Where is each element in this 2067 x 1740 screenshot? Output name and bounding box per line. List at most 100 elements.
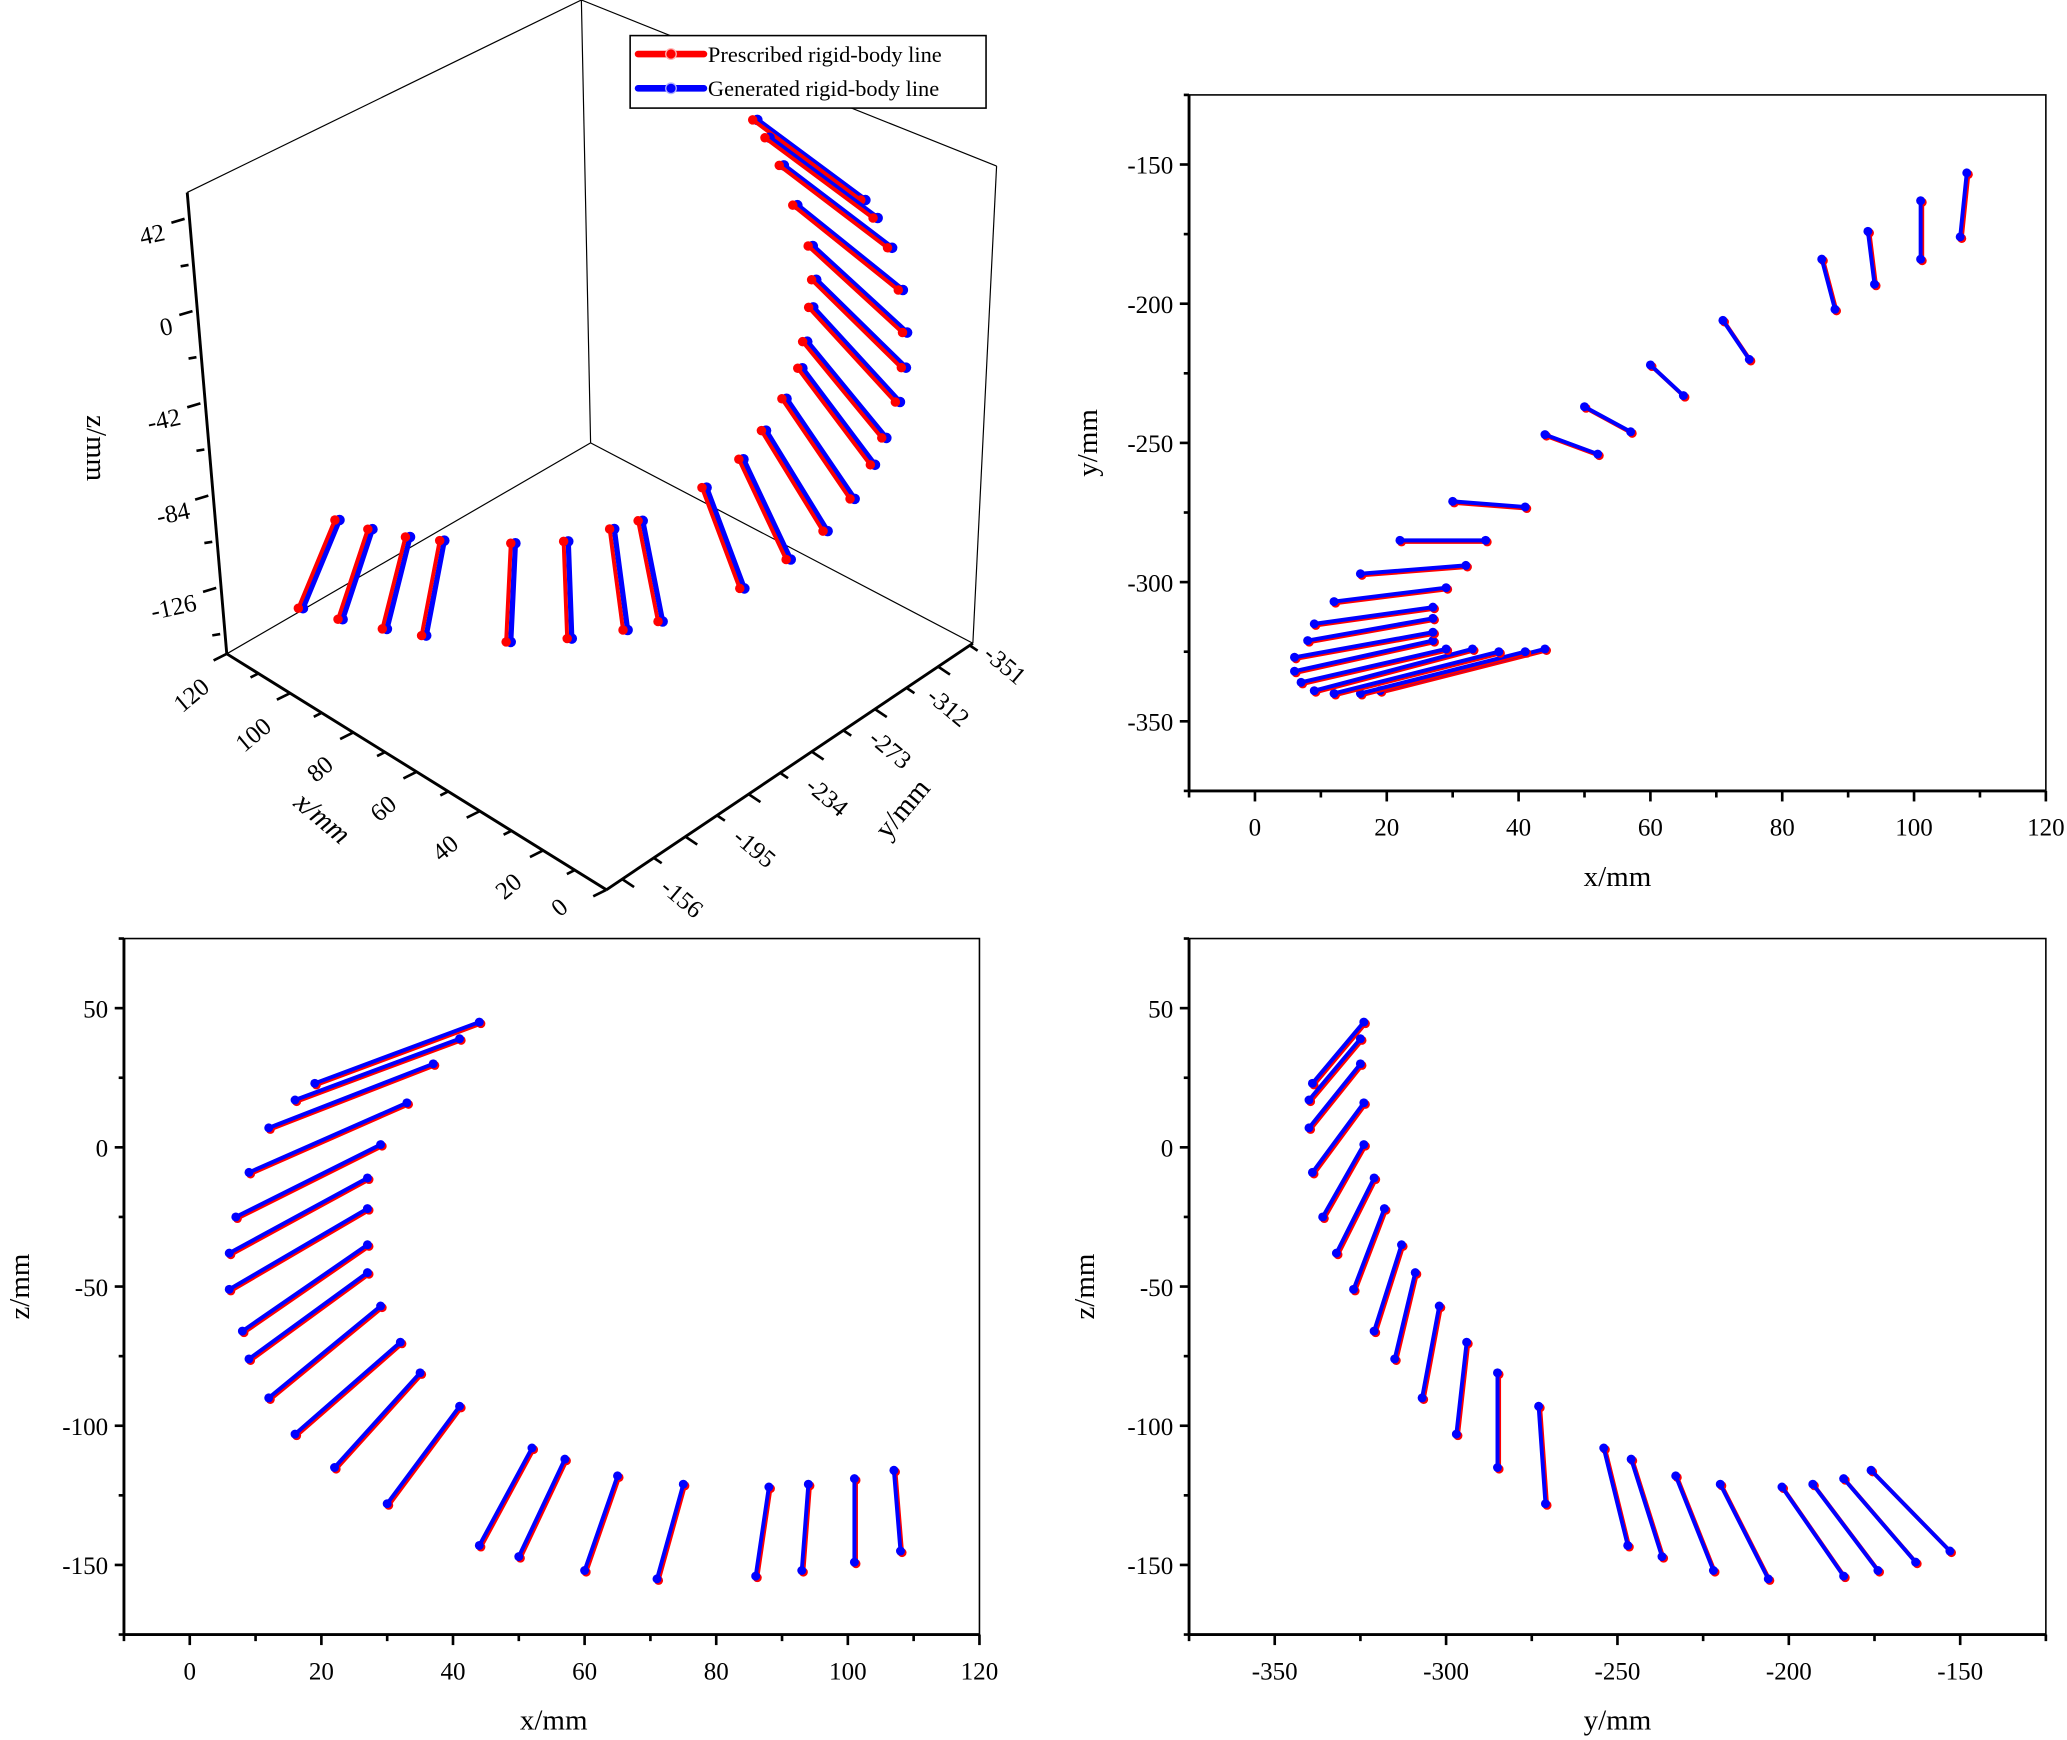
xz-segments bbox=[224, 1017, 907, 1585]
generated-segment-endpoint bbox=[244, 1167, 254, 1177]
generated-segment-endpoint bbox=[1863, 226, 1873, 236]
yz-segments bbox=[1304, 1017, 1956, 1585]
generated-segment-line bbox=[227, 1175, 370, 1256]
generated-segment-line bbox=[247, 1100, 409, 1175]
generated-segment-endpoint bbox=[1744, 354, 1754, 364]
generated-segment bbox=[244, 1268, 372, 1364]
generated-segment-endpoint bbox=[1395, 535, 1405, 545]
generated-segment bbox=[1540, 430, 1603, 459]
generated-segment-endpoint bbox=[290, 1095, 300, 1105]
generated-segment bbox=[1916, 196, 1926, 264]
prescribed-segment-3d bbox=[803, 302, 901, 407]
prescribed-segment-3d bbox=[558, 536, 572, 644]
generated-segment-line bbox=[1358, 563, 1468, 576]
prescribed-segment-3d-line bbox=[699, 485, 742, 591]
generated-segment-endpoint bbox=[362, 1173, 372, 1183]
prescribed-segment-line bbox=[248, 1102, 411, 1176]
generated-segment-line bbox=[1320, 1142, 1366, 1219]
prescribed-segment-3d-line bbox=[800, 339, 884, 440]
generated-segment-line bbox=[312, 1020, 482, 1086]
x-tick-label: 40 bbox=[1506, 815, 1531, 842]
generated-segment-line bbox=[655, 1482, 686, 1581]
3d-ticks bbox=[171, 217, 979, 898]
x-tick-label: 80 bbox=[302, 751, 339, 788]
generated-segment-endpoint bbox=[474, 1017, 484, 1027]
z-tick-label: 50 bbox=[1148, 996, 1173, 1023]
legend-item-generated: Generated rigid-body line bbox=[634, 76, 939, 101]
legend-marker-red bbox=[665, 48, 677, 60]
plot-xz: 0 20 40 60 80 100 120 50 0 -50 -100 -150… bbox=[4, 937, 998, 1736]
generated-segment-endpoint bbox=[382, 1499, 392, 1509]
prescribed-segment-3d-line bbox=[809, 277, 904, 370]
z-tick-labels: 50 0 -50 -100 -150 bbox=[1127, 996, 1173, 1580]
generated-segment bbox=[1448, 496, 1530, 512]
prescribed-segment-line bbox=[228, 1177, 372, 1257]
x-major-tick bbox=[213, 652, 228, 662]
generated-segment-endpoint bbox=[514, 1552, 524, 1562]
generated-segment-endpoint bbox=[1309, 619, 1319, 629]
prescribed-segment-line bbox=[1322, 1144, 1368, 1221]
generated-segment-line bbox=[1601, 1446, 1630, 1548]
z-axis-title: z/mm bbox=[80, 415, 112, 481]
y-minor-tick bbox=[968, 644, 979, 652]
y-tick-label: -200 bbox=[1127, 292, 1173, 319]
generated-segment-line bbox=[1299, 646, 1449, 685]
x-tick-label: 40 bbox=[427, 830, 464, 867]
y-minor-tick bbox=[842, 729, 852, 737]
generated-segment bbox=[514, 1454, 570, 1562]
generated-segment-line bbox=[1312, 646, 1475, 693]
generated-segment-endpoint bbox=[1309, 686, 1319, 696]
generated-segment-endpoint bbox=[1808, 1479, 1818, 1489]
y-axis-title: y/mm bbox=[1072, 409, 1104, 477]
legend-label-generated: Generated rigid-body line bbox=[708, 76, 939, 101]
prescribed-segment-3d bbox=[806, 274, 907, 373]
generated-segment-endpoint bbox=[1839, 1571, 1849, 1581]
prescribed-segment-3d-endpoint bbox=[777, 393, 787, 404]
prescribed-segment-3d bbox=[604, 524, 628, 635]
generated-segment bbox=[1671, 1471, 1718, 1575]
generated-segment-endpoint bbox=[264, 1393, 274, 1403]
prescribed-segment-3d-endpoint bbox=[506, 538, 516, 549]
prescribed-segment-3d-endpoint bbox=[893, 285, 904, 295]
generated-segment-endpoint bbox=[1540, 644, 1550, 654]
prescribed-segment-3d bbox=[416, 535, 445, 641]
generated-segment-endpoint bbox=[849, 1474, 859, 1484]
generated-segment bbox=[889, 1465, 905, 1556]
x-tick-label: 120 bbox=[2027, 815, 2065, 842]
x-major-tick bbox=[592, 888, 607, 898]
prescribed-segment-3d bbox=[788, 200, 904, 295]
z-tick-label: -42 bbox=[145, 404, 183, 437]
prescribed-segment-3d-line bbox=[795, 366, 873, 467]
generated-segment-endpoint bbox=[1599, 1443, 1609, 1453]
generated-segment-line bbox=[293, 1036, 462, 1102]
generated-segment-endpoint bbox=[376, 1301, 386, 1311]
generated-segment-endpoint bbox=[1462, 1337, 1472, 1347]
generated-segment-line bbox=[1958, 170, 1969, 239]
z-tick-label: -84 bbox=[154, 497, 193, 530]
prescribed-segment-3d bbox=[760, 133, 878, 223]
x-axis-title: x/mm bbox=[1584, 861, 1652, 893]
prescribed-segment-3d bbox=[501, 538, 516, 647]
generated-segment-line bbox=[1841, 1476, 1918, 1565]
y-major-tick bbox=[937, 665, 951, 676]
x-tick-label: 100 bbox=[1895, 815, 1933, 842]
z-minor-tick bbox=[204, 540, 213, 545]
prescribed-segment-3d-line bbox=[806, 305, 898, 404]
generated-segment-endpoint bbox=[1493, 1463, 1502, 1472]
generated-segment-endpoint bbox=[474, 1540, 484, 1550]
prescribed-segment-3d-endpoint bbox=[793, 363, 803, 373]
prescribed-segment-line bbox=[294, 1038, 464, 1104]
prescribed-segment bbox=[331, 1369, 427, 1474]
generated-segment-endpoint bbox=[455, 1034, 465, 1044]
prescribed-segment-line bbox=[1353, 1208, 1388, 1293]
generated-segment-line bbox=[516, 1457, 567, 1559]
prescribed-segment-3d-line bbox=[561, 539, 570, 641]
z-tick-label: 0 bbox=[157, 313, 175, 342]
generated-segment-endpoint bbox=[1461, 560, 1471, 570]
generated-segment-endpoint bbox=[1428, 636, 1438, 646]
y-tick-label: -312 bbox=[922, 683, 975, 733]
x-axis-line bbox=[226, 652, 608, 892]
x-tick-label: 100 bbox=[829, 1658, 867, 1685]
y-tick-labels: -350 -300 -250 -200 -150 bbox=[1252, 1658, 1983, 1685]
prescribed-segment-3d-endpoint bbox=[865, 460, 876, 470]
